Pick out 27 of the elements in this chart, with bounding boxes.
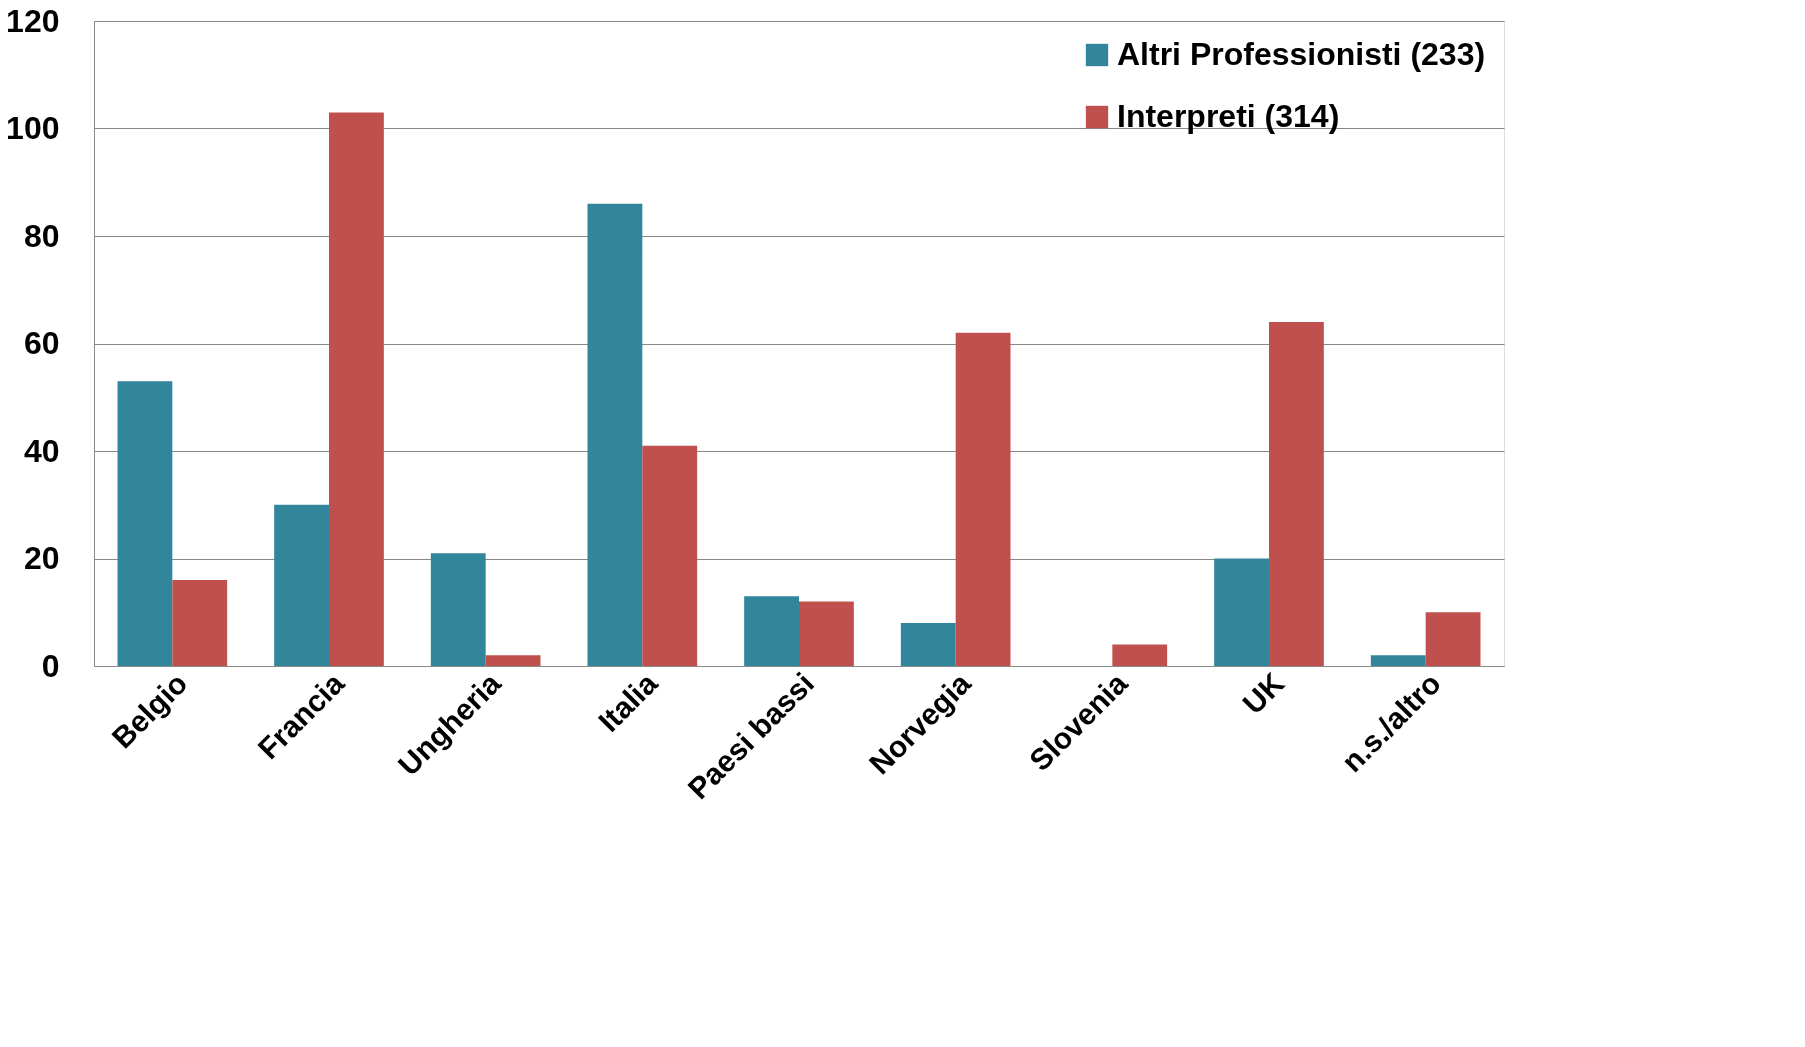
bar [799, 601, 854, 666]
y-tick-label: 20 [23, 540, 60, 576]
bar [1112, 644, 1168, 666]
y-tick-label: 40 [23, 432, 60, 469]
bar [744, 596, 799, 666]
bar [1425, 612, 1481, 666]
bar [900, 623, 956, 666]
bar [587, 203, 643, 666]
bar [274, 504, 329, 666]
bar [955, 332, 1011, 666]
bar [117, 381, 173, 666]
bar [1269, 322, 1324, 666]
bar [430, 553, 486, 666]
bar [329, 112, 384, 666]
y-tick-label: 100 [6, 110, 60, 146]
y-tick-label: 0 [41, 647, 60, 684]
bar [1214, 558, 1269, 666]
bar [172, 580, 228, 666]
y-tick-label: 80 [23, 217, 60, 254]
bar [1370, 655, 1426, 666]
bar [642, 445, 698, 666]
legend-label: Altri Professionisti (233) [1117, 36, 1486, 72]
bar [485, 655, 541, 666]
legend-label: Interpreti (314) [1117, 98, 1340, 134]
x-tick-label: UK [1236, 666, 1291, 721]
y-tick-label: 120 [6, 2, 60, 39]
y-tick-label: 60 [23, 325, 60, 361]
